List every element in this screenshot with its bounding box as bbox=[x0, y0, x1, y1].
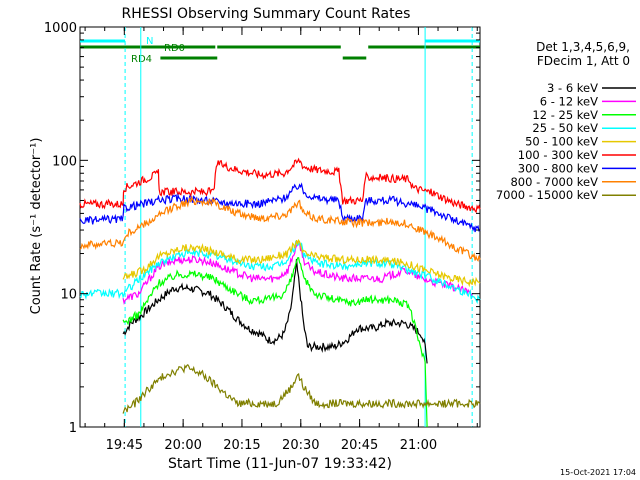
legend-label-5: 100 - 300 keV bbox=[518, 148, 598, 162]
x-tick-label: 21:00 bbox=[400, 438, 437, 453]
flag-label-rd4: RD4 bbox=[131, 54, 152, 65]
plot-frame bbox=[79, 26, 481, 428]
y-axis-label: Count Rate (s⁻¹ detector⁻¹) bbox=[29, 138, 44, 315]
x-axis-label: Start Time (11-Jun-07 19:33:42) bbox=[168, 456, 392, 472]
legend-label-1: 6 - 12 keV bbox=[540, 94, 598, 108]
x-tick-label: 20:00 bbox=[164, 438, 201, 453]
legend-label-7: 800 - 7000 keV bbox=[510, 175, 598, 189]
series-line-8 bbox=[122, 363, 481, 414]
series-line-5 bbox=[79, 157, 481, 214]
x-tick-label: 20:15 bbox=[223, 438, 260, 453]
legend-label-8: 7000 - 15000 keV bbox=[496, 188, 598, 202]
y-tick-label: 100 bbox=[52, 154, 77, 169]
legend-label-6: 300 - 800 keV bbox=[518, 161, 598, 175]
axes-layer: 1 10 100 1000 19:45 20:00 20:15 20:30 20:45 21:00 bbox=[44, 21, 480, 453]
footer-timestamp: 15-Oct-2021 17:04 bbox=[560, 468, 636, 477]
chart-title: RHESSI Observing Summary Count Rates bbox=[122, 6, 411, 22]
y-tick-label: 1 bbox=[69, 421, 77, 436]
y-tick-label: 1000 bbox=[44, 21, 77, 36]
series-line-0 bbox=[122, 258, 428, 364]
x-tick-label: 20:30 bbox=[282, 438, 319, 453]
legend-label-2: 12 - 25 keV bbox=[532, 108, 598, 122]
y-tick-label: 10 bbox=[60, 288, 77, 303]
legend-label-3: 25 - 50 keV bbox=[532, 121, 598, 135]
series-line-6 bbox=[79, 182, 481, 233]
series-line-4 bbox=[122, 238, 481, 288]
series-layer bbox=[79, 157, 481, 428]
x-tick-label: 20:45 bbox=[341, 438, 378, 453]
flags-layer: N RD0 RD4 bbox=[80, 36, 480, 65]
legend-header-line-2: FDecim 1, Att 0 bbox=[537, 54, 630, 68]
flag-label-n: N bbox=[146, 36, 153, 47]
series-line-2 bbox=[122, 256, 428, 428]
series-line-7 bbox=[79, 195, 481, 262]
legend: Det 1,3,4,5,6,9, FDecim 1, Att 0 3 - 6 k… bbox=[496, 40, 636, 202]
x-tick-label: 19:45 bbox=[106, 438, 143, 453]
legend-header-line-1: Det 1,3,4,5,6,9, bbox=[536, 40, 630, 54]
flag-label-rd0: RD0 bbox=[164, 43, 185, 54]
legend-label-0: 3 - 6 keV bbox=[547, 81, 598, 95]
legend-label-4: 50 - 100 keV bbox=[525, 135, 598, 149]
